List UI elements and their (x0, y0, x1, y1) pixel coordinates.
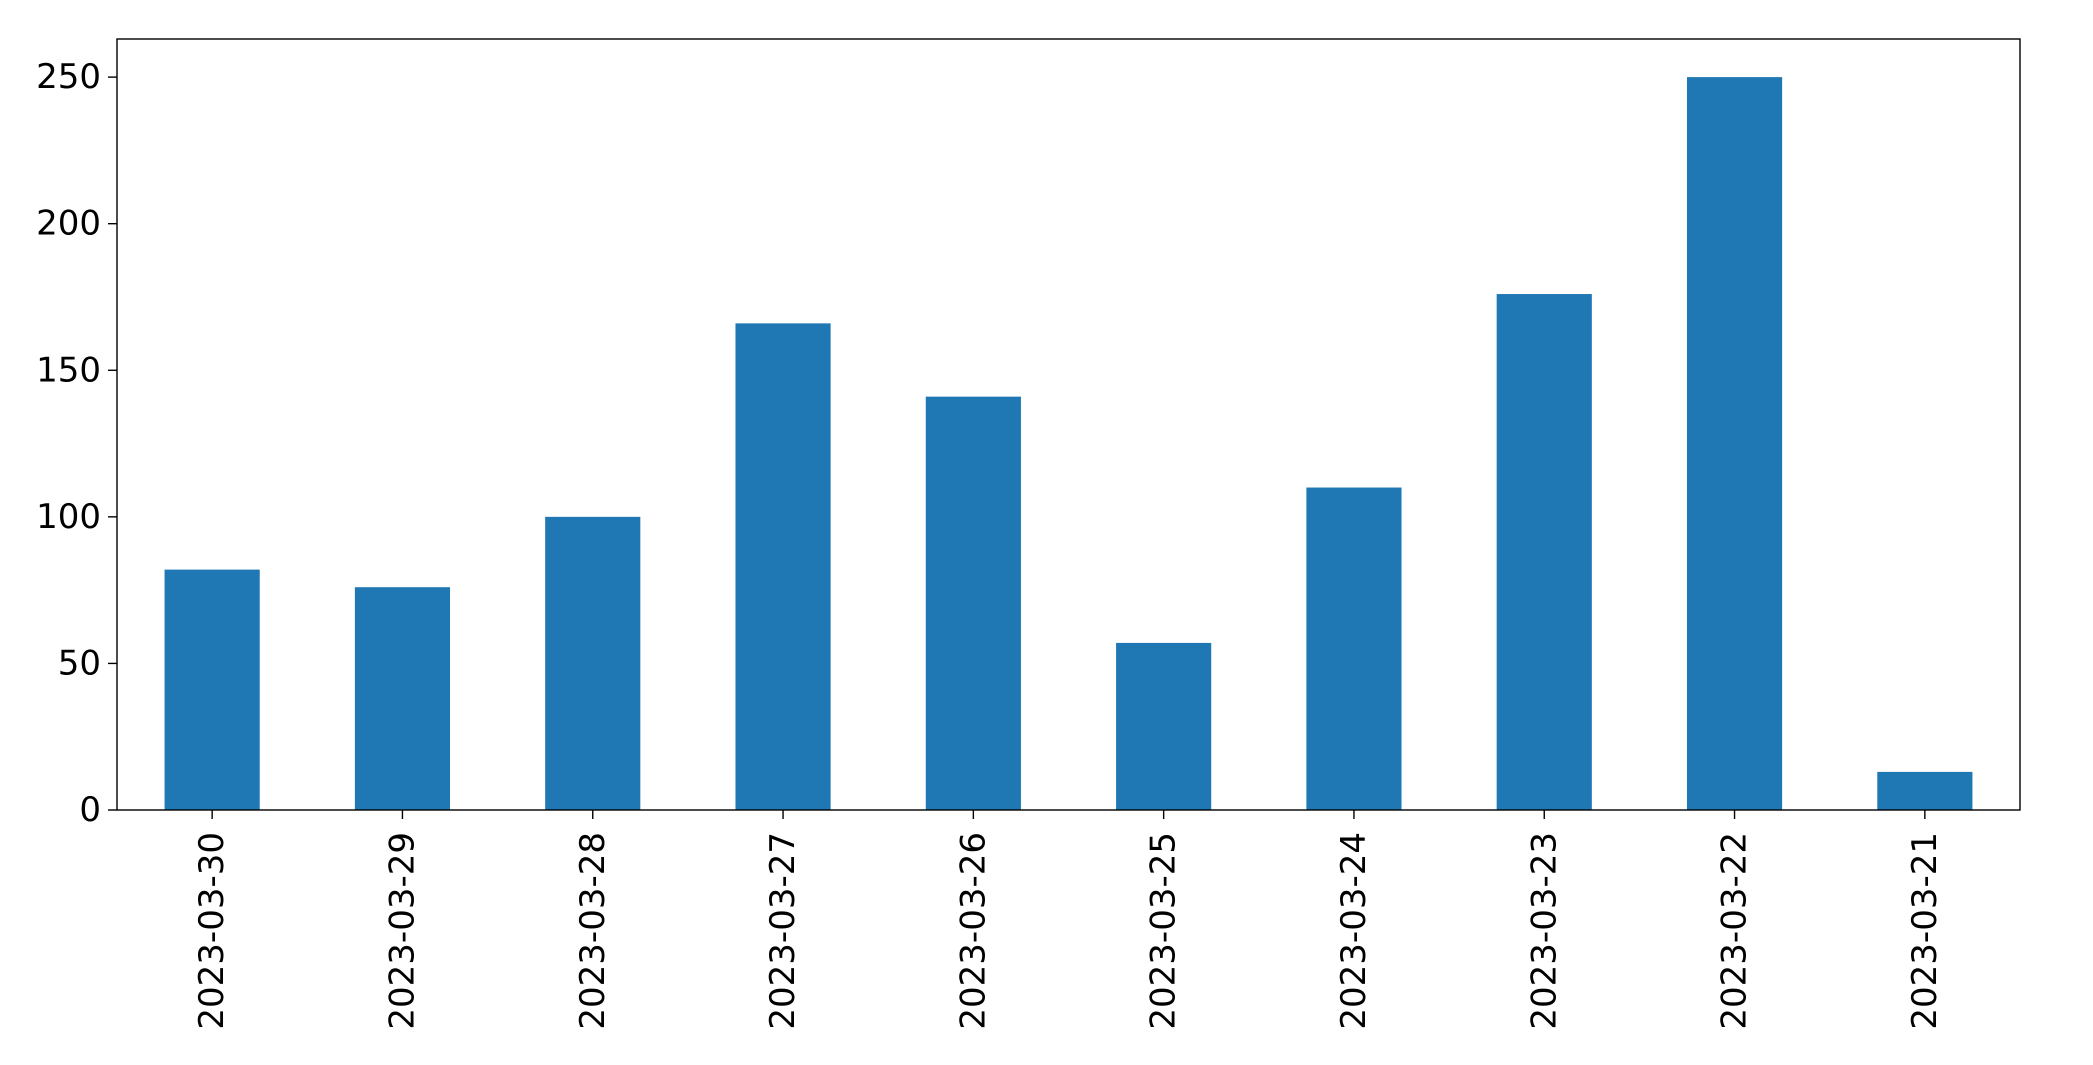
x-tick-label: 2023-03-21 (1905, 832, 1945, 1030)
x-tick-label: 2023-03-22 (1715, 832, 1755, 1030)
x-tick-label: 2023-03-27 (763, 832, 803, 1030)
bar-2023-03-25 (1116, 642, 1212, 810)
y-tick-label: 200 (36, 204, 101, 244)
x-tick-label: 2023-03-23 (1524, 832, 1564, 1030)
bar-2023-03-27 (735, 323, 831, 810)
bar-2023-03-28 (545, 516, 641, 810)
x-tick-label: 2023-03-29 (382, 832, 422, 1030)
bar-2023-03-26 (925, 396, 1021, 810)
x-tick-label: 2023-03-25 (1144, 832, 1184, 1030)
x-tick-label: 2023-03-28 (573, 832, 613, 1030)
x-tick-label: 2023-03-26 (953, 832, 993, 1030)
y-tick-label: 0 (79, 790, 101, 830)
x-tick-label: 2023-03-24 (1334, 832, 1374, 1030)
bar-2023-03-23 (1496, 294, 1592, 810)
bar-2023-03-29 (354, 587, 451, 810)
y-tick-label: 100 (36, 497, 101, 537)
bar-2023-03-22 (1686, 77, 1783, 810)
bar-2023-03-21 (1877, 771, 1973, 810)
bars-layer (164, 77, 1973, 810)
bar-2023-03-24 (1306, 487, 1402, 810)
bar-2023-03-30 (164, 569, 260, 810)
x-tick-label: 2023-03-30 (192, 832, 232, 1030)
plot-frame (116, 38, 2021, 811)
x-axis: 2023-03-30 2023-03-29 2023-03-28 2023-03-27… (192, 810, 1945, 1030)
y-tick-label: 50 (58, 643, 101, 683)
y-axis: 0 50 100 150 200 250 (36, 57, 117, 830)
y-tick-label: 250 (36, 57, 101, 97)
y-tick-label: 150 (36, 350, 101, 390)
